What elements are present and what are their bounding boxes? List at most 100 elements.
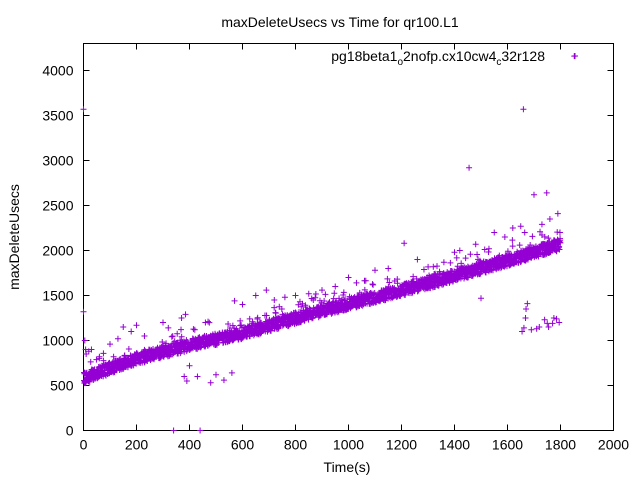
data-point xyxy=(100,350,107,357)
data-point xyxy=(170,427,177,434)
data-point xyxy=(557,239,564,246)
data-point xyxy=(213,371,219,378)
data-point xyxy=(168,333,175,340)
data-point xyxy=(254,314,261,321)
y-axis-ticks: 0 500 1000 1500 2000 2500 3000 3500 4000 xyxy=(42,63,614,439)
data-point xyxy=(520,106,527,113)
data-point xyxy=(545,324,552,330)
data-point xyxy=(120,324,127,330)
data-point xyxy=(485,245,492,252)
y-tick-label: 3000 xyxy=(42,153,73,169)
data-point xyxy=(478,295,484,302)
data-point xyxy=(271,297,278,303)
data-point xyxy=(519,328,526,335)
data-point xyxy=(100,357,107,364)
data-point xyxy=(197,427,204,434)
data-point xyxy=(345,274,352,281)
data-point xyxy=(194,373,201,380)
data-point xyxy=(440,259,447,266)
y-tick-label: 500 xyxy=(50,378,74,394)
y-tick-label: 4000 xyxy=(42,63,73,79)
data-point xyxy=(107,341,113,348)
data-point xyxy=(370,281,377,288)
data-point xyxy=(225,321,232,328)
data-point xyxy=(141,333,148,339)
data-point xyxy=(550,315,557,321)
data-point xyxy=(159,338,166,345)
data-point xyxy=(462,255,469,262)
data-point xyxy=(183,378,190,384)
data-point xyxy=(308,295,315,302)
data-point xyxy=(160,319,166,326)
data-point xyxy=(330,295,337,302)
data-point xyxy=(523,306,530,312)
data-point xyxy=(191,326,198,333)
data-point xyxy=(186,362,193,369)
x-tick-label: 1800 xyxy=(545,437,576,453)
data-point xyxy=(401,240,408,247)
data-point xyxy=(252,292,259,299)
data-point xyxy=(556,229,563,236)
x-tick-label: 1000 xyxy=(333,437,364,453)
data-point xyxy=(394,280,401,287)
data-point xyxy=(319,287,325,294)
data-point xyxy=(466,164,473,171)
legend-part-c: 2nofp.cx10cw4 xyxy=(403,48,497,64)
y-axis-label: maxDeleteUsecs xyxy=(6,184,22,290)
data-point xyxy=(340,289,347,296)
data-point xyxy=(454,275,461,282)
data-point xyxy=(163,340,170,347)
data-point xyxy=(453,254,460,261)
data-point xyxy=(86,378,93,385)
data-point xyxy=(82,346,89,353)
data-point xyxy=(537,228,544,235)
data-point xyxy=(467,251,474,258)
legend-part-d: c xyxy=(496,57,501,68)
data-point xyxy=(430,263,437,270)
data-point xyxy=(182,311,189,318)
data-point xyxy=(263,287,270,294)
data-point xyxy=(178,315,185,321)
data-point xyxy=(458,260,465,267)
y-tick-label: 2500 xyxy=(42,198,73,214)
data-point xyxy=(531,191,537,198)
data-point xyxy=(516,242,523,249)
data-point xyxy=(197,344,204,351)
data-point xyxy=(228,369,235,376)
data-point xyxy=(447,259,454,266)
data-point xyxy=(385,265,392,272)
legend-part-e: 32r128 xyxy=(501,48,545,64)
data-point xyxy=(521,229,528,236)
x-tick-label: 800 xyxy=(284,437,308,453)
data-point xyxy=(93,356,100,363)
x-tick-label: 1600 xyxy=(492,437,523,453)
data-point xyxy=(541,233,548,240)
data-point xyxy=(96,353,103,360)
data-point xyxy=(414,256,421,263)
data-point xyxy=(174,330,181,337)
data-point xyxy=(80,308,87,315)
data-point xyxy=(263,312,270,319)
data-point xyxy=(520,324,527,331)
data-point xyxy=(207,379,214,386)
data-point xyxy=(322,291,329,298)
x-tick-label: 1400 xyxy=(439,437,470,453)
data-point xyxy=(386,279,393,286)
data-point xyxy=(165,324,172,331)
data-point xyxy=(553,315,560,322)
data-point xyxy=(229,322,236,329)
data-points xyxy=(80,53,578,434)
data-point xyxy=(205,318,212,325)
data-point xyxy=(541,316,548,323)
data-point xyxy=(292,292,299,299)
data-point xyxy=(353,279,360,286)
data-point xyxy=(522,315,529,321)
data-point xyxy=(362,277,369,284)
legend-part-a: pg18beta1 xyxy=(331,48,397,64)
data-point xyxy=(190,326,197,333)
data-point xyxy=(305,290,312,297)
data-point xyxy=(321,298,328,305)
x-tick-label: 600 xyxy=(231,437,255,453)
y-tick-label: 3500 xyxy=(42,108,73,124)
data-point xyxy=(246,315,253,322)
